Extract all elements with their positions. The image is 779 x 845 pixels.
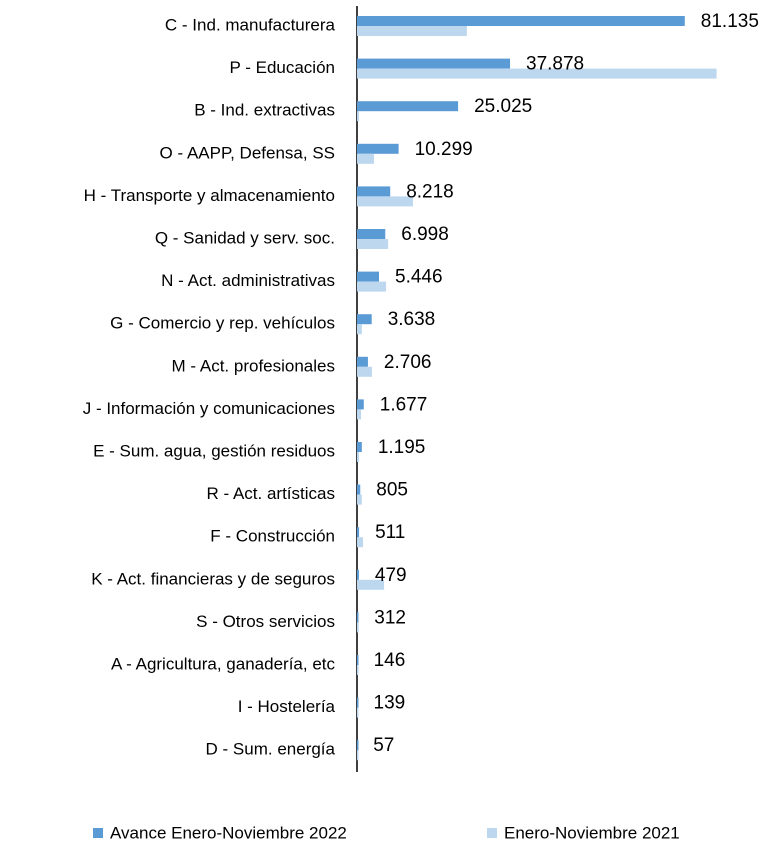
bar [357,527,360,538]
bar [357,356,368,367]
data-label: 139 [374,693,406,714]
bar [357,442,362,452]
y-tick-label: R - Act. artísticas [207,484,335,503]
y-tick-label: H - Transporte y almacenamiento [84,186,335,205]
y-tick-label: B - Ind. extractivas [194,101,335,120]
data-label: 10.299 [415,139,473,160]
y-tick-label: E - Sum. agua, gestión residuos [93,441,335,460]
bar [357,153,374,164]
bar [357,26,467,36]
y-tick-label: S - Otros servicios [196,612,335,631]
y-tick-label: Q - Sanidad y serv. soc. [155,228,335,247]
bar [357,239,389,249]
bar [357,697,359,708]
data-label: 312 [374,607,406,628]
bar [357,324,362,335]
data-label: 479 [375,565,407,586]
y-tick-label: N - Act. administrativas [161,271,335,290]
y-tick-label: D - Sum. energía [206,740,336,759]
y-tick-label: M - Act. profesionales [172,356,335,375]
bar [357,186,391,197]
data-label: 37.878 [526,54,584,75]
bar [357,196,413,207]
data-label: 511 [375,522,405,543]
data-label: 1.677 [380,394,428,415]
bar [357,612,359,623]
bar [357,750,359,761]
data-label: 8.218 [406,181,454,202]
bar [357,569,359,580]
bar [357,229,386,239]
bar [357,16,685,26]
bar [357,740,359,751]
bar [357,537,364,548]
y-tick-label: O - AAPP, Defensa, SS [160,143,335,162]
data-label: 805 [376,480,408,501]
y-tick-label: F - Construcción [210,527,335,546]
y-tick-label: I - Hostelería [238,697,336,716]
data-label: 6.998 [401,224,449,245]
data-label: 25.025 [474,96,532,117]
bar [357,452,360,462]
legend-label: Avance Enero-Noviembre 2022 [110,823,347,842]
y-tick-label: K - Act. financieras y de seguros [91,569,335,588]
legend-label: Enero-Noviembre 2021 [504,823,680,842]
bar [357,494,362,505]
data-label: 2.706 [384,352,432,373]
bar [357,271,380,282]
bar [357,143,399,154]
data-label: 81.135 [701,11,759,32]
data-label: 3.638 [388,309,436,330]
data-label: 1.195 [378,437,426,458]
y-tick-label: A - Agricultura, ganadería, etc [111,654,335,673]
bar [357,665,359,675]
bar [357,484,361,495]
legend-swatch [93,828,103,838]
bar [357,366,372,377]
y-tick-label: P - Educación [229,58,335,77]
bar [357,101,459,112]
bar [357,409,362,420]
y-tick-label: C - Ind. manufacturera [165,15,336,34]
bar [357,655,359,665]
y-tick-label: J - Información y comunicaciones [83,399,335,418]
data-label: 5.446 [395,267,443,288]
bar [357,622,359,633]
bar [357,281,387,292]
bar [357,707,359,718]
y-tick-label: G - Comercio y rep. vehículos [110,314,335,333]
data-label: 57 [373,735,394,756]
bar [357,579,385,590]
legend-swatch [487,828,497,838]
bar [357,111,360,122]
bar [357,399,364,410]
bar [357,314,372,325]
bar [357,58,511,69]
data-label: 146 [374,650,406,671]
bar [357,68,717,79]
